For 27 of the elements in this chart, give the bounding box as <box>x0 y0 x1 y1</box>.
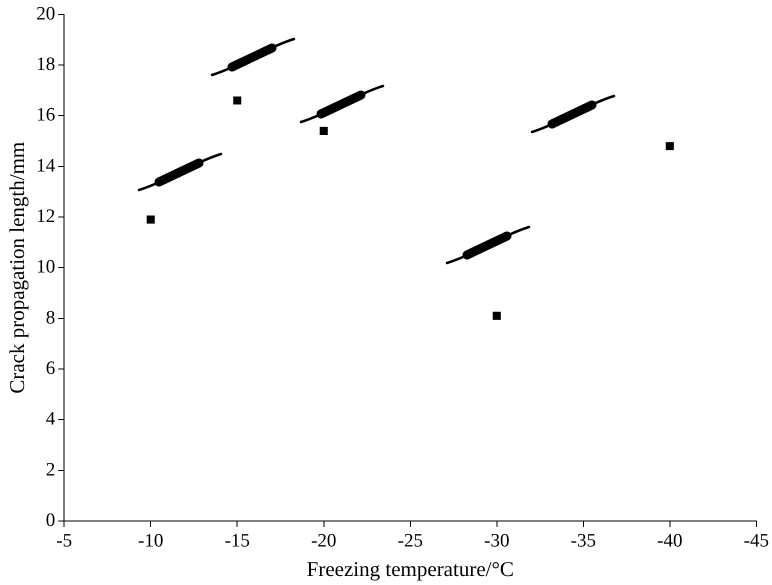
y-tick-label: 2 <box>46 459 56 480</box>
y-tick-label: 12 <box>36 206 56 228</box>
point <box>146 216 155 224</box>
point <box>666 142 674 150</box>
y-tick-label: 18 <box>36 54 56 76</box>
x-tick-label: -45 <box>744 530 769 552</box>
x-tick-label: -10 <box>138 530 164 552</box>
y-tick-label: 4 <box>46 408 56 430</box>
point <box>492 312 501 320</box>
point <box>233 96 242 105</box>
y-tick-label: 8 <box>46 307 56 328</box>
y-tick-label: 10 <box>36 256 56 278</box>
x-tick-label: -20 <box>311 530 336 552</box>
y-tick-label: 20 <box>36 3 56 24</box>
x-tick-label: -5 <box>56 530 72 552</box>
x-tick-label: -15 <box>224 530 250 552</box>
x-tick-label: -30 <box>484 530 510 552</box>
x-tick-label: -35 <box>570 530 596 552</box>
point <box>320 126 328 135</box>
y-tick-label: 14 <box>36 155 56 176</box>
x-axis-title: Freezing temperature/°C <box>306 556 514 581</box>
y-tick-label: 0 <box>46 510 56 531</box>
y-axis-title: Crack propagation length/mm <box>5 142 30 394</box>
y-tick-label: 6 <box>46 358 56 380</box>
x-tick-label: -25 <box>398 530 423 552</box>
y-tick-label: 16 <box>36 104 56 126</box>
x-tick-label: -40 <box>657 530 682 552</box>
